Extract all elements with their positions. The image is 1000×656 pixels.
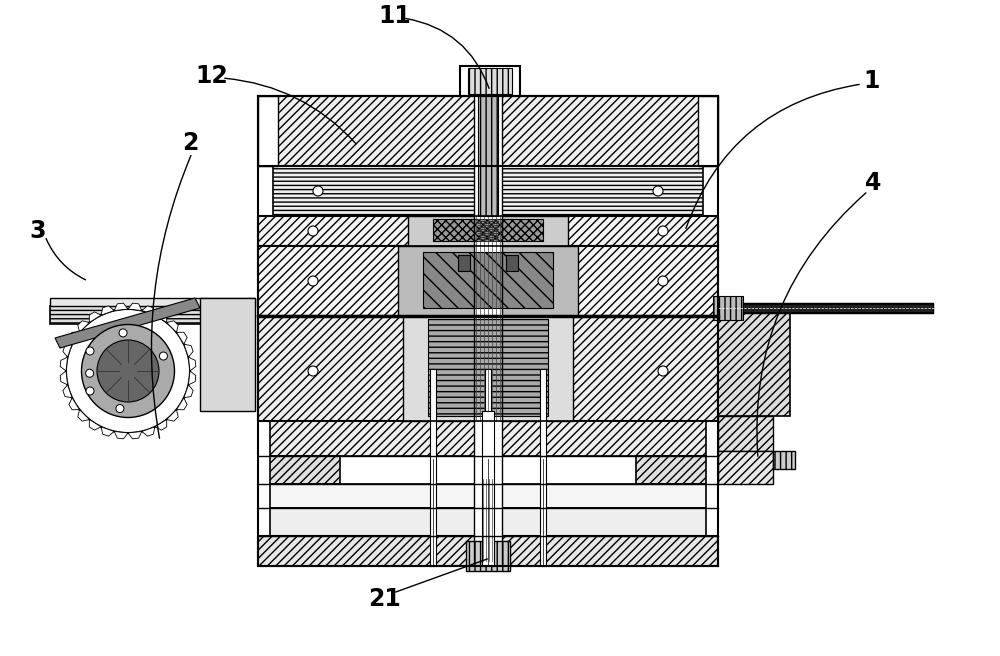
Circle shape: [86, 387, 94, 395]
Bar: [258, 536, 718, 566]
Text: 12: 12: [196, 64, 228, 88]
Polygon shape: [184, 385, 193, 398]
Bar: [273, 166, 703, 216]
Bar: [258, 246, 718, 316]
Bar: [713, 296, 743, 320]
Circle shape: [86, 369, 94, 377]
Circle shape: [658, 366, 668, 376]
Polygon shape: [188, 371, 196, 385]
Text: 2: 2: [182, 131, 198, 155]
Text: 3: 3: [30, 219, 46, 243]
Text: 11: 11: [379, 4, 411, 28]
Polygon shape: [78, 409, 89, 421]
Circle shape: [653, 186, 663, 196]
Circle shape: [308, 276, 318, 286]
Bar: [258, 96, 278, 166]
Circle shape: [82, 325, 175, 417]
Text: 4: 4: [865, 171, 881, 195]
Bar: [428, 319, 548, 416]
Polygon shape: [155, 419, 167, 430]
Bar: [408, 216, 568, 246]
Bar: [258, 316, 718, 421]
Circle shape: [313, 186, 323, 196]
Bar: [718, 451, 773, 484]
Circle shape: [97, 340, 159, 402]
Polygon shape: [176, 398, 187, 410]
Bar: [270, 484, 706, 508]
Bar: [474, 96, 502, 566]
Circle shape: [116, 405, 124, 413]
Bar: [258, 96, 718, 166]
Polygon shape: [188, 358, 196, 371]
Bar: [50, 306, 255, 324]
Polygon shape: [69, 398, 80, 410]
Polygon shape: [142, 306, 155, 315]
Polygon shape: [101, 427, 114, 436]
Polygon shape: [101, 306, 114, 315]
Circle shape: [66, 309, 190, 433]
Bar: [460, 66, 520, 96]
Polygon shape: [167, 321, 178, 333]
Circle shape: [658, 226, 668, 236]
Polygon shape: [89, 312, 101, 323]
Bar: [478, 96, 498, 216]
Polygon shape: [128, 303, 142, 310]
Bar: [485, 369, 491, 566]
Bar: [403, 316, 573, 421]
Polygon shape: [78, 321, 89, 333]
Text: 21: 21: [369, 587, 401, 611]
Bar: [698, 96, 718, 166]
Polygon shape: [167, 409, 178, 421]
Polygon shape: [63, 385, 72, 398]
Polygon shape: [128, 432, 142, 439]
Polygon shape: [155, 312, 167, 323]
Circle shape: [658, 276, 668, 286]
Polygon shape: [69, 333, 80, 344]
Bar: [258, 216, 718, 246]
Circle shape: [86, 347, 94, 355]
Bar: [540, 369, 546, 566]
Polygon shape: [114, 303, 128, 310]
Polygon shape: [184, 344, 193, 358]
Polygon shape: [63, 344, 72, 358]
Polygon shape: [142, 427, 155, 436]
Bar: [718, 311, 790, 416]
Polygon shape: [60, 358, 68, 371]
Circle shape: [119, 329, 127, 337]
Bar: [270, 421, 706, 456]
Polygon shape: [55, 298, 200, 348]
Bar: [482, 411, 494, 566]
Polygon shape: [60, 371, 68, 385]
Bar: [466, 541, 510, 571]
Bar: [50, 298, 255, 306]
Bar: [398, 246, 578, 316]
Polygon shape: [114, 432, 128, 439]
Bar: [718, 304, 933, 312]
Bar: [433, 219, 543, 241]
Text: 1: 1: [864, 69, 880, 93]
Bar: [458, 255, 470, 271]
Bar: [773, 451, 795, 469]
Circle shape: [308, 366, 318, 376]
Polygon shape: [89, 419, 101, 430]
Polygon shape: [200, 298, 255, 411]
Bar: [506, 255, 518, 271]
Bar: [718, 416, 773, 451]
Bar: [430, 369, 436, 566]
Circle shape: [308, 226, 318, 236]
Bar: [718, 303, 933, 313]
Bar: [270, 508, 706, 536]
Bar: [468, 68, 512, 94]
Polygon shape: [176, 333, 187, 344]
Bar: [423, 252, 553, 308]
Circle shape: [159, 352, 167, 360]
Bar: [636, 456, 706, 484]
Bar: [270, 456, 340, 484]
